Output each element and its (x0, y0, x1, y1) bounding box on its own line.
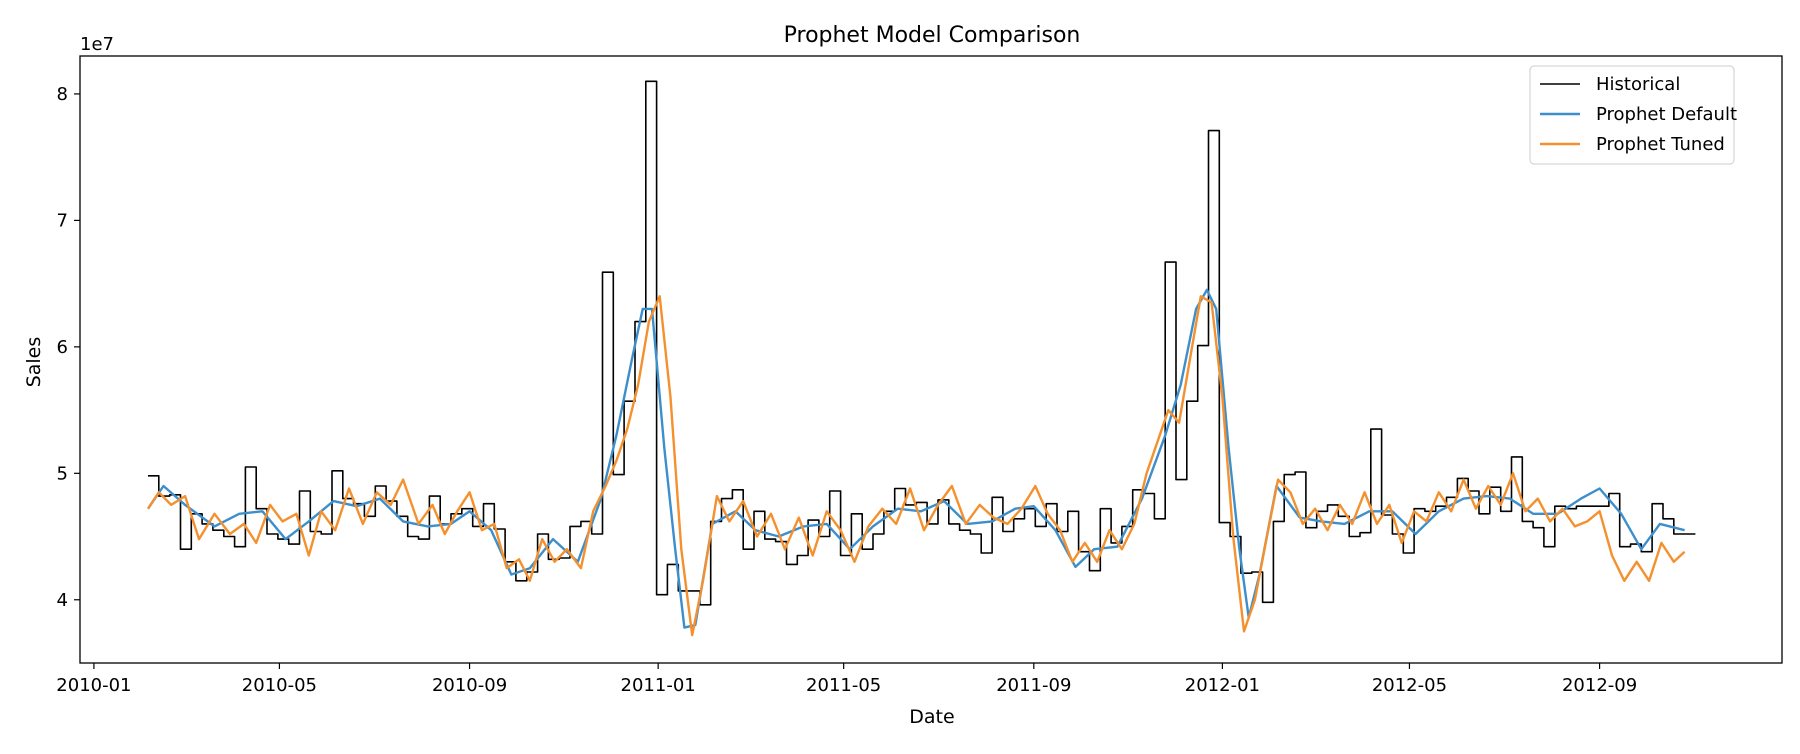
y-offset-label: 1e7 (80, 34, 114, 55)
series-layer (146, 80, 1696, 637)
x-tick-label: 2010-05 (242, 675, 317, 696)
y-tick-label: 8 (57, 84, 68, 105)
x-tick-label: 2010-09 (432, 675, 507, 696)
y-tick-label: 7 (57, 210, 68, 231)
x-tick-label: 2011-01 (621, 675, 696, 696)
legend-label: Prophet Tuned (1596, 134, 1725, 155)
x-tick-label: 2012-01 (1185, 675, 1260, 696)
x-tick-label: 2012-09 (1562, 675, 1637, 696)
x-tick-label: 2012-05 (1372, 675, 1447, 696)
chart-title: Prophet Model Comparison (784, 23, 1081, 48)
legend-label: Prophet Default (1596, 104, 1737, 125)
series-line-prophet-default (147, 288, 1685, 629)
axes-layer: 2010-01 2010-05 2010-09 2011-01 2011-05 2011-… (56, 55, 1783, 696)
x-tick-label: 2011-09 (996, 675, 1071, 696)
y-tick-label: 4 (57, 590, 68, 611)
x-axis-label: Date (909, 706, 954, 728)
legend: Historical Prophet Default Prophet Tuned (1529, 65, 1737, 165)
y-axis-label: Sales (23, 337, 45, 388)
y-tick-label: 6 (57, 337, 68, 358)
x-tick-label: 2011-05 (806, 675, 881, 696)
x-tick-label: 2010-01 (56, 675, 131, 696)
plot-frame (79, 55, 1783, 664)
series-line-prophet-tuned (146, 295, 1686, 637)
legend-label: Historical (1596, 74, 1680, 95)
legend-box (1529, 65, 1735, 165)
y-tick-label: 5 (57, 463, 68, 484)
